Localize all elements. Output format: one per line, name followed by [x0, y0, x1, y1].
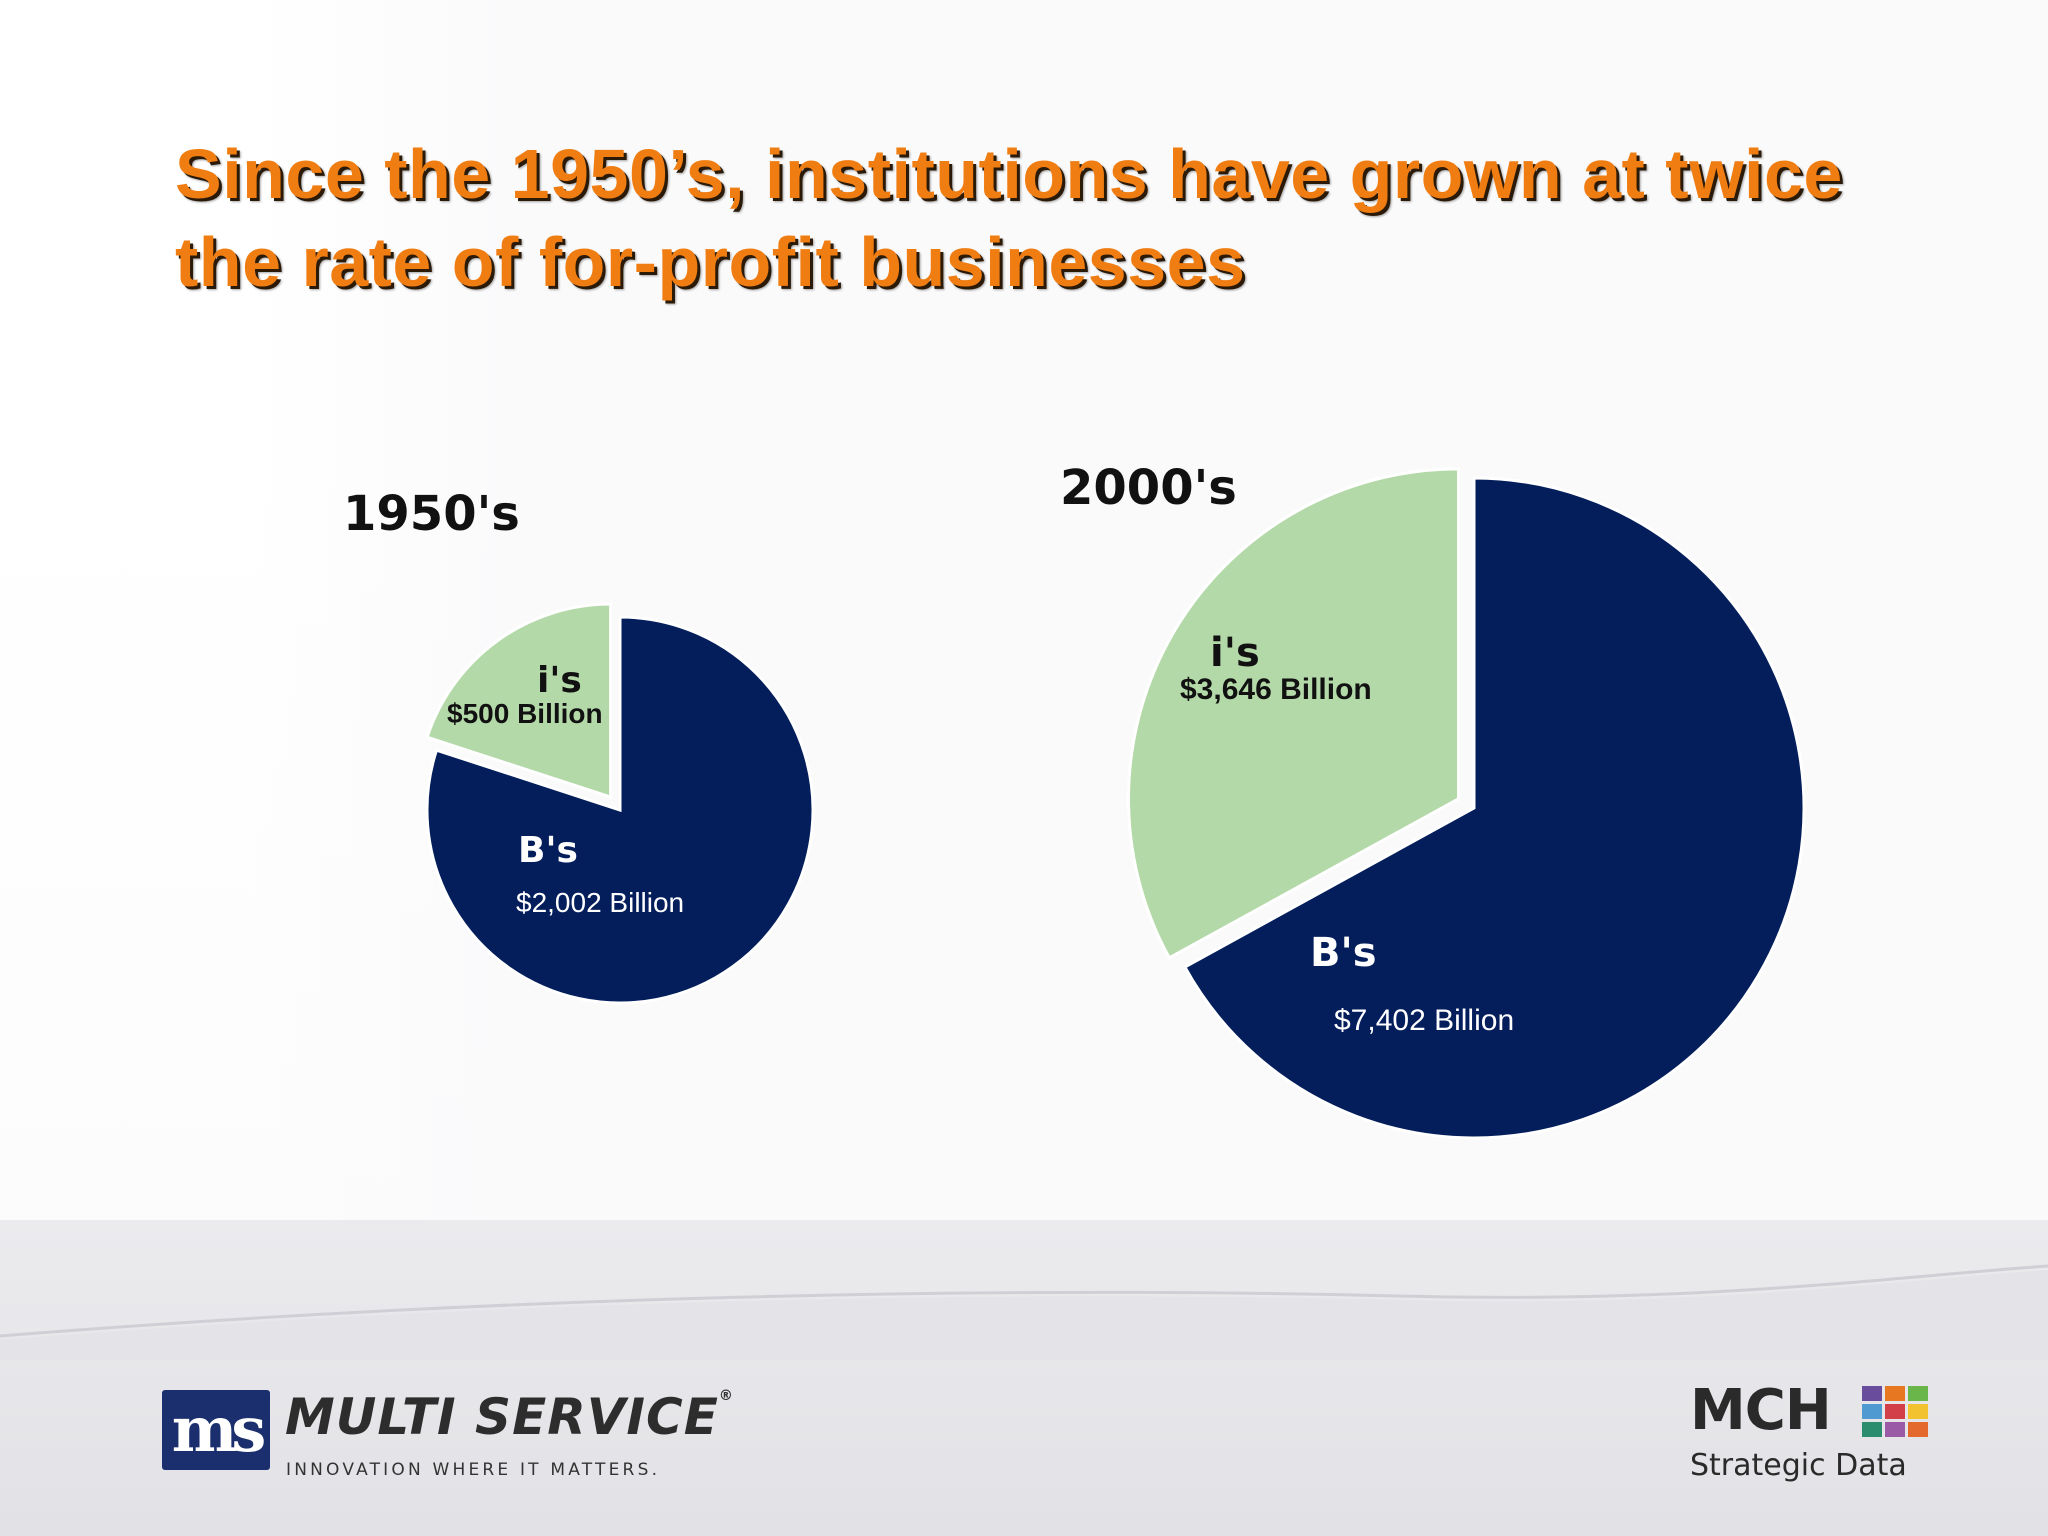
mch-tile: [1862, 1422, 1882, 1437]
pie-1-slice-1: [1127, 467, 1461, 960]
mch-logo: MCH Strategic Data: [1690, 1378, 1950, 1488]
mch-tile: [1908, 1386, 1928, 1401]
pie-1-category-label-1: i's: [1210, 630, 1260, 676]
pie-0-category-label-0: B's: [518, 830, 578, 871]
pie-1-category-label-0: B's: [1310, 930, 1377, 976]
footer-wave: [0, 1264, 2048, 1360]
pie-0-slice-0: [425, 615, 815, 1005]
pie-1-value-label-0: $7,402 Billion: [1334, 1004, 1514, 1037]
mch-tile: [1908, 1422, 1928, 1437]
pie-1-value-label-1: $3,646 Billion: [1180, 673, 1372, 706]
mch-tile: [1908, 1404, 1928, 1419]
pie-0-slice-1: [425, 602, 613, 800]
pie-0-category-label-1: i's: [537, 660, 582, 701]
footer-band: [0, 1220, 2048, 1536]
multi-service-mark-icon: ms: [162, 1390, 270, 1470]
multi-service-tagline: INNOVATION WHERE IT MATTERS.: [286, 1460, 661, 1480]
slide-title: Since the 1950’s, institutions have grow…: [175, 135, 1843, 301]
mch-subtitle: Strategic Data: [1690, 1448, 1907, 1483]
mch-tile-icon: [1862, 1386, 1928, 1438]
mch-tile: [1885, 1404, 1905, 1419]
mch-tile: [1885, 1422, 1905, 1437]
pie-1-slice-0: [1182, 476, 1806, 1140]
multi-service-logo: ms MULTI SERVICE® INNOVATION WHERE IT MA…: [162, 1388, 822, 1488]
mch-tile: [1862, 1404, 1882, 1419]
chart-title-1950s: 1950's: [343, 486, 520, 542]
registered-mark: ®: [718, 1388, 734, 1404]
mch-name: MCH: [1690, 1378, 1832, 1443]
mch-tile: [1862, 1386, 1882, 1401]
multi-service-name-text: MULTI SERVICE: [285, 1388, 719, 1446]
pie-0-value-label-1: $500 Billion: [447, 698, 603, 729]
chart-title-2000s: 2000's: [1060, 460, 1237, 516]
mch-tile: [1885, 1386, 1905, 1401]
pie-0-value-label-0: $2,002 Billion: [516, 887, 684, 918]
multi-service-name: MULTI SERVICE®: [285, 1388, 734, 1446]
